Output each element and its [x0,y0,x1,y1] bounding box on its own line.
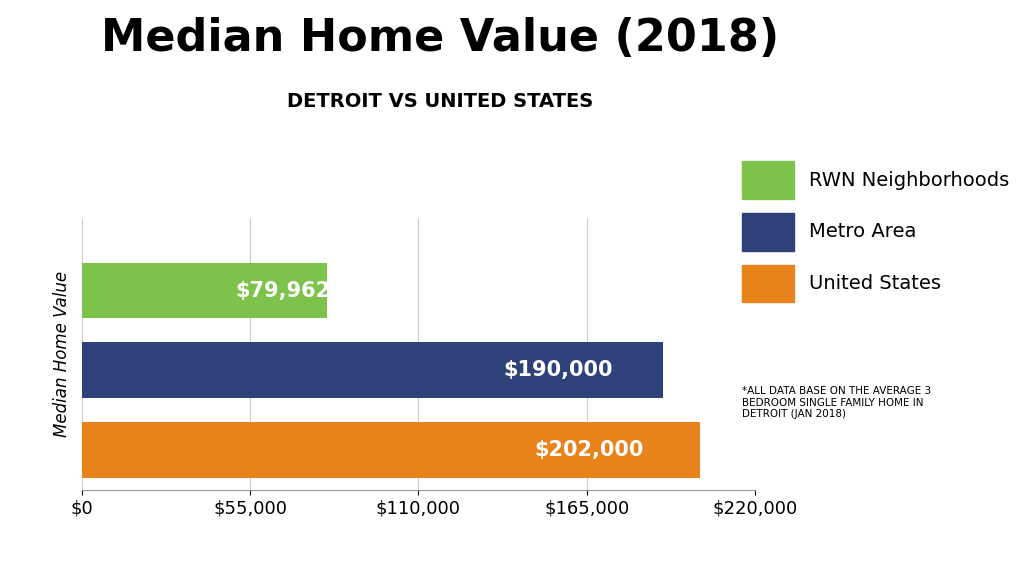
Y-axis label: Median Home Value: Median Home Value [53,271,71,437]
Text: Median Home Value (2018): Median Home Value (2018) [101,17,779,60]
Bar [82,263,327,319]
Text: Metro Area: Metro Area [809,222,916,241]
Text: *ALL DATA BASE ON THE AVERAGE 3
BEDROOM SINGLE FAMILY HOME IN
DETROIT (JAN 2018): *ALL DATA BASE ON THE AVERAGE 3 BEDROOM … [742,386,932,419]
Text: $190,000: $190,000 [504,360,613,380]
Text: DETROIT VS UNITED STATES: DETROIT VS UNITED STATES [287,92,594,111]
Bar [82,342,664,398]
Bar [82,422,699,478]
Text: United States: United States [809,274,941,293]
Text: RWN Neighborhoods: RWN Neighborhoods [809,170,1010,190]
Text: $202,000: $202,000 [534,440,643,460]
Text: $79,962: $79,962 [234,281,330,301]
